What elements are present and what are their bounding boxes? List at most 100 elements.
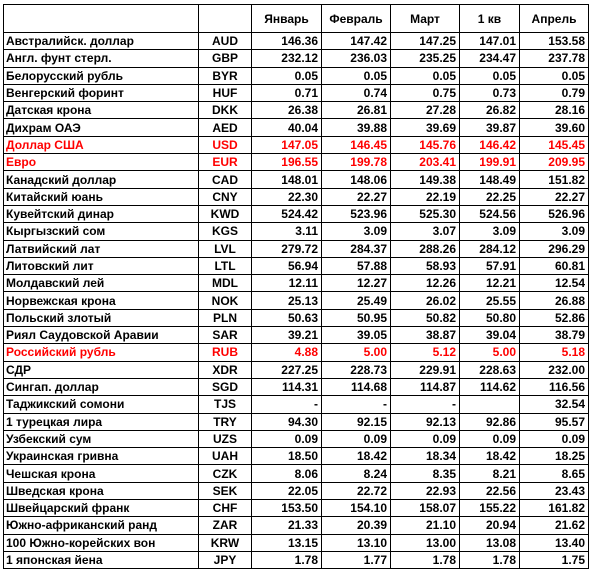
rate-cell-february: 146.45 — [321, 135, 391, 155]
rate-cell-march: 38.87 — [390, 326, 460, 345]
currency-name-cell: Южно-африканский ранд — [3, 516, 199, 535]
rate-cell-february: 199.78 — [321, 153, 391, 172]
rate-cell-march: 0.05 — [390, 66, 460, 85]
rate-cell-march: 8.35 — [390, 464, 460, 483]
rate-cell-january: 0.05 — [251, 66, 322, 85]
rate-cell-january: 56.94 — [251, 256, 322, 276]
currency-name-cell: Молдавский лей — [3, 274, 199, 293]
rate-cell-february: 25.49 — [321, 291, 391, 310]
rate-cell-q1: 22.56 — [459, 481, 520, 501]
rate-cell-april: 5.18 — [519, 343, 589, 362]
table-row: Евро EUR 196.55 199.78 203.41 199.91 209.95 — [3, 153, 589, 172]
currency-code-cell: CAD — [198, 170, 252, 189]
table-row: Польский злотый PLN 50.63 50.95 50.82 50.80 52… — [3, 308, 589, 328]
rate-cell-february: 39.05 — [321, 326, 391, 345]
currency-code-cell: KGS — [198, 222, 252, 241]
rate-cell-january: 21.33 — [251, 516, 322, 535]
table-row: Латвийский лат LVL 279.72 284.37 288.26 284.1… — [3, 239, 589, 258]
currency-name-cell: Латвийский лат — [3, 239, 199, 258]
rate-cell-january: 146.36 — [251, 31, 322, 51]
rate-cell-march: 26.02 — [390, 291, 460, 310]
rate-cell-march: 203.41 — [390, 153, 460, 172]
table-row: Канадский доллар CAD 148.01 148.06 149.38 148… — [3, 170, 589, 189]
rate-cell-q1: 114.62 — [459, 377, 520, 397]
rate-cell-february: 8.24 — [321, 464, 391, 483]
rate-cell-q1: 92.86 — [459, 412, 520, 431]
rate-cell-q1: 5.00 — [459, 343, 520, 362]
currency-name-cell: 1 турецкая лира — [3, 412, 199, 431]
rate-cell-february: 0.09 — [321, 429, 391, 449]
rate-cell-march: 22.19 — [390, 187, 460, 206]
currency-code-cell: GBP — [198, 49, 252, 68]
currency-name-cell: Евро — [3, 153, 199, 172]
rate-cell-january: 22.05 — [251, 481, 322, 501]
currency-code-cell: CZK — [198, 464, 252, 483]
rate-cell-march: 21.10 — [390, 516, 460, 535]
rate-cell-february: 1.77 — [321, 550, 391, 570]
rate-cell-april: 151.82 — [519, 170, 589, 189]
rate-cell-february: 523.96 — [321, 204, 391, 224]
currency-name-cell: Австралийск. доллар — [3, 31, 199, 51]
rate-cell-february: 26.81 — [321, 101, 391, 120]
currency-name-cell: Узбекский сум — [3, 429, 199, 449]
rate-cell-april: 95.57 — [519, 412, 589, 431]
rate-cell-april: 0.09 — [519, 429, 589, 449]
rate-cell-january: 1.78 — [251, 550, 322, 570]
rate-cell-january: - — [251, 395, 322, 414]
rate-cell-q1: 50.80 — [459, 308, 520, 328]
rate-cell-april: 22.27 — [519, 187, 589, 206]
rate-cell-q1: 18.42 — [459, 447, 520, 466]
table-row: 1 турецкая лира TRY 94.30 92.15 92.13 92.86 95… — [3, 412, 589, 431]
rate-cell-april: 18.25 — [519, 447, 589, 466]
rate-cell-february: 22.72 — [321, 481, 391, 501]
currency-code-cell: SAR — [198, 326, 252, 345]
rate-cell-march: 27.28 — [390, 101, 460, 120]
rate-cell-january: 232.12 — [251, 49, 322, 68]
rate-cell-march: 22.93 — [390, 481, 460, 501]
currency-code-cell: CNY — [198, 187, 252, 206]
rate-cell-q1 — [459, 395, 520, 414]
currency-name-cell: Белорусский рубль — [3, 66, 199, 85]
rate-cell-q1: 524.56 — [459, 204, 520, 224]
rate-cell-q1: 12.21 — [459, 274, 520, 293]
rate-cell-january: 12.11 — [251, 274, 322, 293]
currency-code-cell: BYR — [198, 66, 252, 85]
rate-cell-q1: 155.22 — [459, 499, 520, 518]
rate-cell-january: 3.11 — [251, 222, 322, 241]
currency-code-cell: CHF — [198, 499, 252, 518]
table-row: Молдавский лей MDL 12.11 12.27 12.26 12.21 12.… — [3, 274, 589, 293]
currency-code-cell: RUB — [198, 343, 252, 362]
rate-cell-january: 153.50 — [251, 499, 322, 518]
currency-name-cell: Доллар США — [3, 135, 199, 155]
rate-cell-february: - — [321, 395, 391, 414]
rate-cell-january: 147.05 — [251, 135, 322, 155]
rate-cell-q1: 13.08 — [459, 533, 520, 552]
currency-rates-table: Январь Февраль Март 1 кв Апрель Австрали… — [3, 4, 589, 570]
rate-cell-february: 284.37 — [321, 239, 391, 258]
rate-cell-february: 236.03 — [321, 49, 391, 68]
table-row: Российский рубль RUB 4.88 5.00 5.12 5.00 5.18 — [3, 343, 589, 362]
rate-cell-april: 116.56 — [519, 377, 589, 397]
currency-code-cell: XDR — [198, 360, 252, 379]
table-row: 1 японская йена JPY 1.78 1.77 1.78 1.78 1.75 — [3, 550, 589, 570]
rate-cell-february: 13.10 — [321, 533, 391, 552]
currency-name-cell: 1 японская йена — [3, 550, 199, 570]
header-currency-name — [3, 4, 199, 33]
currency-code-cell: TJS — [198, 395, 252, 414]
rate-cell-january: 279.72 — [251, 239, 322, 258]
rate-cell-q1: 39.87 — [459, 118, 520, 137]
rate-cell-january: 94.30 — [251, 412, 322, 431]
rate-cell-march: 3.07 — [390, 222, 460, 241]
table-row: Шведская крона SEK 22.05 22.72 22.93 22.56 23.… — [3, 481, 589, 501]
rate-cell-march: 5.12 — [390, 343, 460, 362]
header-april: Апрель — [519, 4, 589, 33]
rate-cell-march: 0.75 — [390, 83, 460, 103]
rate-cell-march: - — [390, 395, 460, 414]
currency-code-cell: JPY — [198, 550, 252, 570]
currency-name-cell: 100 Южно-корейских вон — [3, 533, 199, 552]
rate-cell-january: 39.21 — [251, 326, 322, 345]
currency-name-cell: Шведская крона — [3, 481, 199, 501]
rate-cell-q1: 0.09 — [459, 429, 520, 449]
table-row: Белорусский рубль BYR 0.05 0.05 0.05 0.05 0.05 — [3, 66, 589, 85]
rate-cell-january: 8.06 — [251, 464, 322, 483]
